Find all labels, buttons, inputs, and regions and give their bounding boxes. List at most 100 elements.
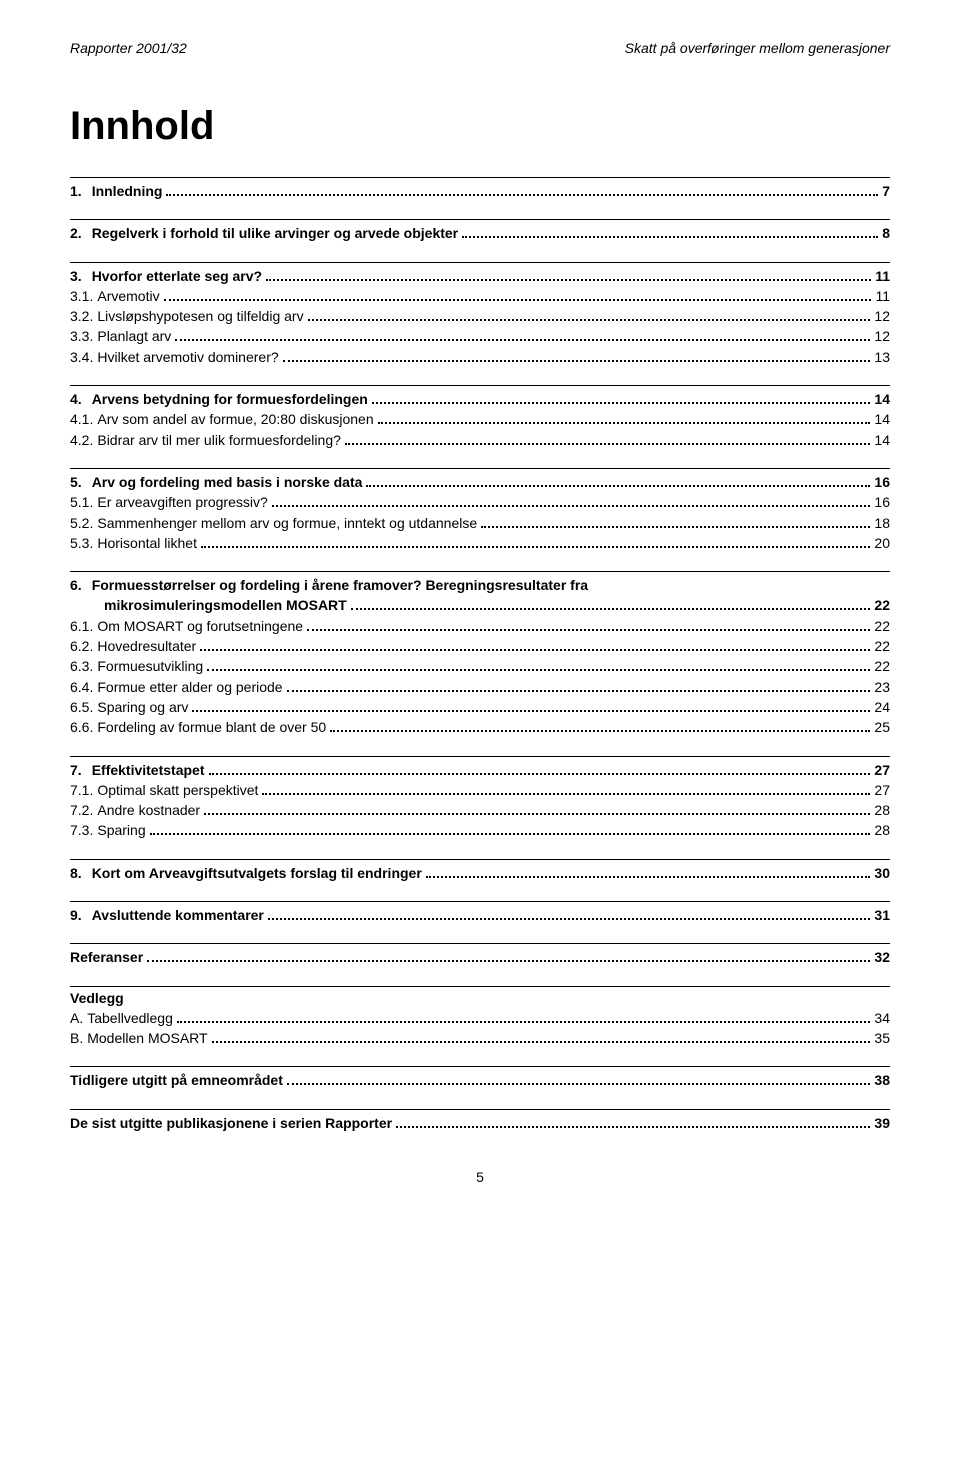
entry-label: Sparing xyxy=(93,820,145,840)
toc-entry: 5.Arv og fordeling med basis i norske da… xyxy=(70,472,890,492)
entry-label: Sammenhenger mellom arv og formue, innte… xyxy=(93,513,477,533)
header-left: Rapporter 2001/32 xyxy=(70,40,187,56)
entry-page: 12 xyxy=(874,306,890,326)
entry-page: 7 xyxy=(882,181,890,201)
toc-entry: 4.2.Bidrar arv til mer ulik formuesforde… xyxy=(70,430,890,450)
entry-number: A. xyxy=(70,1008,83,1028)
toc-entry: Referanser32 xyxy=(70,947,890,967)
entry-page: 16 xyxy=(874,492,890,512)
entry-label: De sist utgitte publikasjonene i serien … xyxy=(70,1113,392,1133)
leader-dots xyxy=(287,1083,871,1085)
toc-entry: B.Modellen MOSART35 xyxy=(70,1028,890,1048)
toc-entry: 3.Hvorfor etterlate seg arv?11 xyxy=(70,266,890,286)
toc-entry: 7.Effektivitetstapet27 xyxy=(70,760,890,780)
entry-number: 5. xyxy=(70,472,82,492)
toc-section: 9.Avsluttende kommentarer31 xyxy=(70,901,890,925)
leader-dots xyxy=(201,546,870,548)
entry-number: 3.1. xyxy=(70,286,93,306)
leader-dots xyxy=(366,485,870,487)
entry-label: Fordeling av formue blant de over 50 xyxy=(93,717,326,737)
entry-number: 4. xyxy=(70,389,82,409)
entry-page: 39 xyxy=(874,1113,890,1133)
page-header: Rapporter 2001/32 Skatt på overføringer … xyxy=(70,40,890,56)
entry-number: 5.1. xyxy=(70,492,93,512)
entry-label: Regelverk i forhold til ulike arvinger o… xyxy=(82,223,458,243)
entry-page: 12 xyxy=(874,326,890,346)
entry-page: 22 xyxy=(874,636,890,656)
entry-label: Arv som andel av formue, 20:80 diskusjon… xyxy=(93,409,373,429)
entry-label: Bidrar arv til mer ulik formuesfordeling… xyxy=(93,430,341,450)
toc-entry: 5.2.Sammenhenger mellom arv og formue, i… xyxy=(70,513,890,533)
entry-page: 8 xyxy=(882,223,890,243)
entry-label: Formuesstørrelser og fordeling i årene f… xyxy=(82,575,588,595)
entry-number: 1. xyxy=(70,181,82,201)
entry-label: Hovedresultater xyxy=(93,636,196,656)
toc-entry: 4.1.Arv som andel av formue, 20:80 disku… xyxy=(70,409,890,429)
entry-label: Horisontal likhet xyxy=(93,533,197,553)
entry-number: 4.1. xyxy=(70,409,93,429)
entry-number: 7.2. xyxy=(70,800,93,820)
leader-dots xyxy=(330,730,870,732)
section-heading: Vedlegg xyxy=(70,990,890,1006)
toc-entry: 3.4.Hvilket arvemotiv dominerer? 13 xyxy=(70,347,890,367)
entry-page: 23 xyxy=(874,677,890,697)
toc-entry: A.Tabellvedlegg34 xyxy=(70,1008,890,1028)
entry-label: Er arveavgiften progressiv? xyxy=(93,492,267,512)
entry-label: Hvilket arvemotiv dominerer? xyxy=(93,347,278,367)
toc-entry: 3.3.Planlagt arv12 xyxy=(70,326,890,346)
page-number: 5 xyxy=(70,1169,890,1185)
leader-dots xyxy=(209,773,871,775)
toc-entry: 3.2.Livsløpshypotesen og tilfeldig arv12 xyxy=(70,306,890,326)
entry-page: 22 xyxy=(874,656,890,676)
entry-page: 14 xyxy=(874,430,890,450)
entry-number: 6.6. xyxy=(70,717,93,737)
leader-dots xyxy=(308,319,871,321)
entry-label: Arv og fordeling med basis i norske data xyxy=(82,472,363,492)
leader-dots xyxy=(200,649,870,651)
entry-label: Modellen MOSART xyxy=(83,1028,207,1048)
entry-number: 6. xyxy=(70,575,82,595)
entry-number: 6.2. xyxy=(70,636,93,656)
entry-number: 7.3. xyxy=(70,820,93,840)
entry-page: 14 xyxy=(874,389,890,409)
leader-dots xyxy=(372,402,871,404)
toc-entry: 9.Avsluttende kommentarer31 xyxy=(70,905,890,925)
entry-number: 3.4. xyxy=(70,347,93,367)
toc-entry: 8.Kort om Arveavgiftsutvalgets forslag t… xyxy=(70,863,890,883)
toc-section: Tidligere utgitt på emneområdet38 xyxy=(70,1066,890,1090)
entry-page: 31 xyxy=(874,905,890,925)
entry-label: Planlagt arv xyxy=(93,326,171,346)
entry-number: B. xyxy=(70,1028,83,1048)
leader-dots xyxy=(378,422,871,424)
toc-entry: 7.2.Andre kostnader 28 xyxy=(70,800,890,820)
entry-number: 3.2. xyxy=(70,306,93,326)
toc-section: 3.Hvorfor etterlate seg arv?113.1.Arvemo… xyxy=(70,262,890,367)
entry-page: 27 xyxy=(874,780,890,800)
entry-page: 28 xyxy=(874,800,890,820)
leader-dots xyxy=(462,236,878,238)
entry-label: Andre kostnader xyxy=(93,800,200,820)
entry-page: 22 xyxy=(874,616,890,636)
entry-number: 6.5. xyxy=(70,697,93,717)
entry-label: Innledning xyxy=(82,181,163,201)
toc-entry: 6.5.Sparing og arv24 xyxy=(70,697,890,717)
entry-page: 24 xyxy=(874,697,890,717)
toc-entry: De sist utgitte publikasjonene i serien … xyxy=(70,1113,890,1133)
toc-entry: 4.Arvens betydning for formuesfordelinge… xyxy=(70,389,890,409)
toc-entry: 1.Innledning 7 xyxy=(70,181,890,201)
leader-dots xyxy=(283,360,871,362)
leader-dots xyxy=(212,1041,871,1043)
header-right: Skatt på overføringer mellom generasjone… xyxy=(625,40,890,56)
leader-dots xyxy=(150,833,871,835)
toc-entry: 7.3.Sparing28 xyxy=(70,820,890,840)
entry-label: Avsluttende kommentarer xyxy=(82,905,264,925)
toc-section: 8.Kort om Arveavgiftsutvalgets forslag t… xyxy=(70,859,890,883)
entry-number: 5.2. xyxy=(70,513,93,533)
leader-dots xyxy=(272,505,871,507)
entry-label: Hvorfor etterlate seg arv? xyxy=(82,266,262,286)
leader-dots xyxy=(481,526,870,528)
entry-label: Arvemotiv xyxy=(93,286,159,306)
entry-page: 13 xyxy=(874,347,890,367)
entry-number: 3. xyxy=(70,266,82,286)
leader-dots xyxy=(396,1126,870,1128)
